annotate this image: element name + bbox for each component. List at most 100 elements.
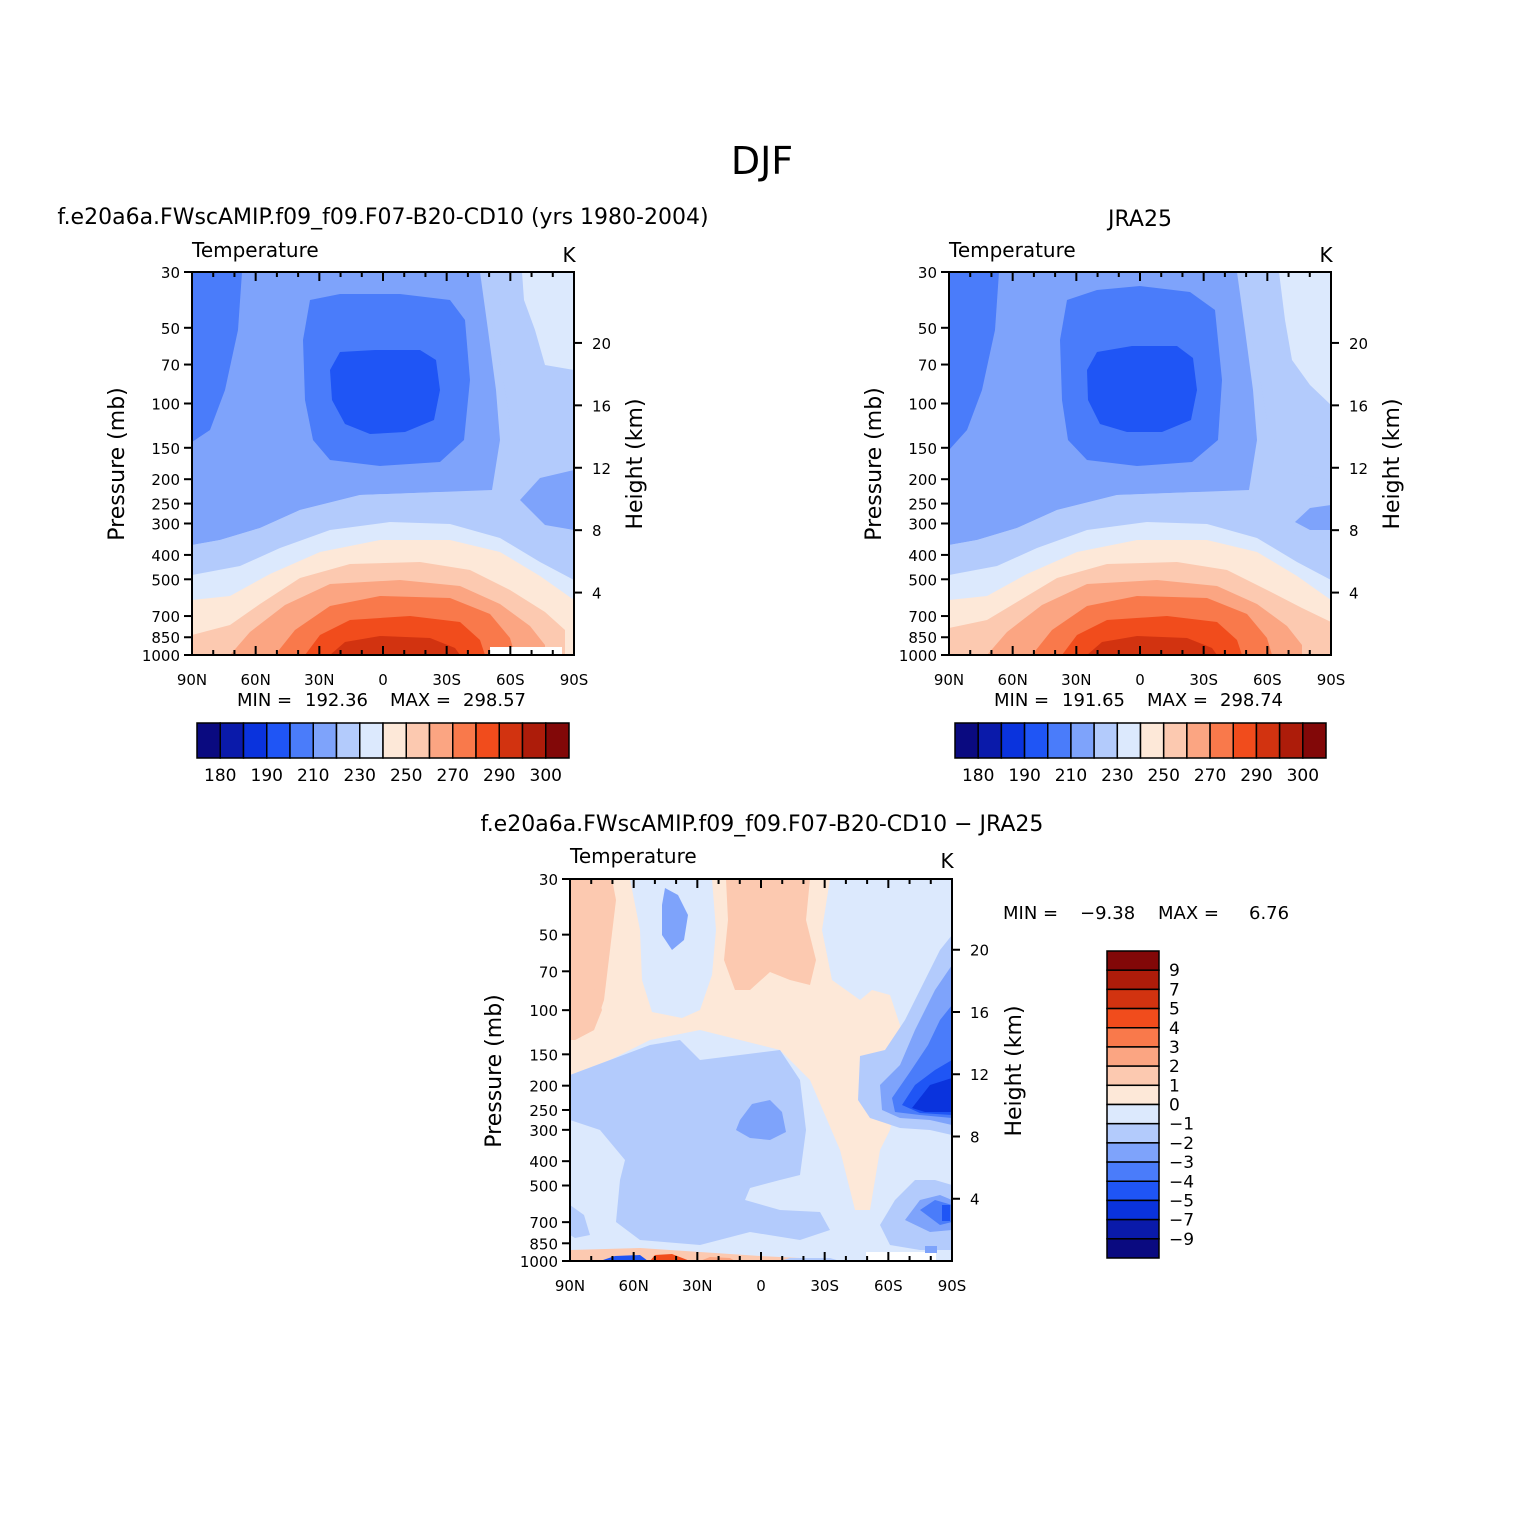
colorbar-label: −5 <box>1169 1191 1194 1211</box>
colorbar-swatch <box>475 722 500 759</box>
colorbar-swatch <box>1093 722 1119 759</box>
contour-field <box>192 272 574 655</box>
colorbar-swatch <box>1106 988 1160 1010</box>
y-tick-label: 100 <box>529 1002 558 1020</box>
colorbar-swatch <box>219 722 245 759</box>
y2-axis-label: Height (km) <box>623 398 648 529</box>
y-tick-label: 50 <box>539 927 558 945</box>
y-tick-label: 850 <box>529 1235 558 1253</box>
y-axis-label: Pressure (mb) <box>482 994 507 1148</box>
y-tick-label: 300 <box>151 515 180 533</box>
panel-obs: JRA25 Temperature K 90N 60N 30N 0 30S 60S 90S 3… <box>862 207 1405 786</box>
y-tick-label: 150 <box>151 440 180 458</box>
colorbar-swatch <box>521 722 547 759</box>
min-label: MIN = <box>1003 903 1058 924</box>
y2-tick-label: 20 <box>1349 335 1368 353</box>
colorbar-swatch <box>1106 1238 1160 1259</box>
colorbar-swatch <box>405 722 431 759</box>
contour-field <box>949 272 1331 655</box>
y-tick-label: 30 <box>161 264 180 282</box>
colorbar-swatch <box>196 722 221 759</box>
colorbar: 180 190 210 230 250 270 290 300 <box>954 722 1327 786</box>
colorbar-swatch <box>1106 1103 1160 1125</box>
y-tick-label: 100 <box>151 396 180 414</box>
axes: 90N 60N 30N 0 30S 60S 90S 30 50 70 100 150 200 250300… <box>899 264 1368 689</box>
y-tick-label: 200 <box>908 471 937 489</box>
colorbar-label: 190 <box>251 766 283 786</box>
units-label: K <box>1319 243 1333 267</box>
min-value: 192.36 <box>305 690 368 711</box>
colorbar-swatch <box>1106 1084 1160 1106</box>
colorbar-swatch <box>1023 722 1049 759</box>
y-tick-label: 300 <box>908 515 937 533</box>
max-label: MAX = <box>390 690 451 711</box>
colorbar-label: −3 <box>1169 1153 1194 1173</box>
y-tick-label: 30 <box>918 264 937 282</box>
x-tick-label: 30S <box>810 1277 839 1295</box>
colorbar-swatch <box>1302 722 1327 759</box>
y-tick-label: 250 <box>908 496 937 514</box>
x-tick-label: 90N <box>177 671 207 689</box>
colorbar: 180 190 210 230 250 270 290 300 <box>196 722 570 786</box>
y-tick-label: 1000 <box>520 1253 558 1271</box>
x-tick-label: 30N <box>682 1277 712 1295</box>
x-tick-label: 60N <box>241 671 271 689</box>
y-tick-label: 850 <box>908 629 937 647</box>
colorbar-label: 210 <box>297 766 329 786</box>
y-tick-label: 1000 <box>142 647 180 665</box>
colorbar-swatch <box>1106 1161 1160 1182</box>
colorbar-swatch <box>1106 950 1160 971</box>
colorbar-swatch <box>1047 722 1072 759</box>
max-label: MAX = <box>1147 690 1208 711</box>
colorbar-swatch <box>266 722 291 759</box>
y-tick-label: 700 <box>151 608 180 626</box>
panel-model: f.e20a6a.FWscAMIP.f09_f09.F07-B20-CD10 (… <box>57 205 708 786</box>
colorbar-swatch <box>1255 722 1281 759</box>
y-tick-label: 400 <box>908 547 937 565</box>
colorbar-swatch <box>1106 969 1160 991</box>
colorbar-label: 230 <box>344 766 376 786</box>
x-tick-label: 60S <box>1253 671 1282 689</box>
x-tick-label: 30N <box>1061 671 1091 689</box>
colorbar-swatch <box>1186 722 1211 759</box>
colorbar-label: 250 <box>390 766 422 786</box>
y-tick-label: 70 <box>539 963 558 981</box>
max-value: 6.76 <box>1249 903 1289 924</box>
colorbar-label: 290 <box>1240 766 1272 786</box>
colorbar-label: 300 <box>530 766 562 786</box>
colorbar-swatch <box>1106 1142 1160 1163</box>
x-tick-label: 90S <box>1317 671 1346 689</box>
max-value: 298.74 <box>1220 690 1283 711</box>
colorbar-swatch <box>242 722 268 759</box>
x-tick-label: 60N <box>619 1277 649 1295</box>
max-label: MAX = <box>1158 903 1219 924</box>
colorbar-swatch <box>1106 1218 1160 1240</box>
colorbar-swatch <box>1106 1027 1160 1048</box>
colorbar-label: 250 <box>1147 766 1179 786</box>
y2-tick-label: 12 <box>1349 460 1368 478</box>
y2-axis-label: Height (km) <box>1380 398 1405 529</box>
y-tick-label: 50 <box>918 320 937 338</box>
colorbar-label: 180 <box>204 766 236 786</box>
y-tick-label: 70 <box>918 357 937 375</box>
y-tick-label: 500 <box>908 571 937 589</box>
y-tick-label: 500 <box>529 1177 558 1195</box>
colorbar-swatch <box>1106 1065 1160 1087</box>
colorbar-swatch <box>312 722 338 759</box>
y2-tick-label: 12 <box>970 1066 989 1084</box>
variable-label: Temperature <box>191 238 319 262</box>
min-label: MIN = <box>237 690 292 711</box>
x-tick-label: 60S <box>496 671 525 689</box>
y2-tick-label: 8 <box>592 522 602 540</box>
figure-title: DJF <box>731 139 793 183</box>
colorbar-swatch <box>1106 1199 1160 1221</box>
colorbar-label: −1 <box>1169 1115 1194 1135</box>
colorbar-swatch <box>1209 722 1234 759</box>
colorbar-swatch <box>1070 722 1095 759</box>
y-tick-label: 400 <box>529 1153 558 1171</box>
colorbar-swatch <box>1106 1007 1160 1029</box>
colorbar-swatch <box>428 722 454 759</box>
y-tick-label: 500 <box>151 571 180 589</box>
colorbar-swatch <box>1232 722 1258 759</box>
